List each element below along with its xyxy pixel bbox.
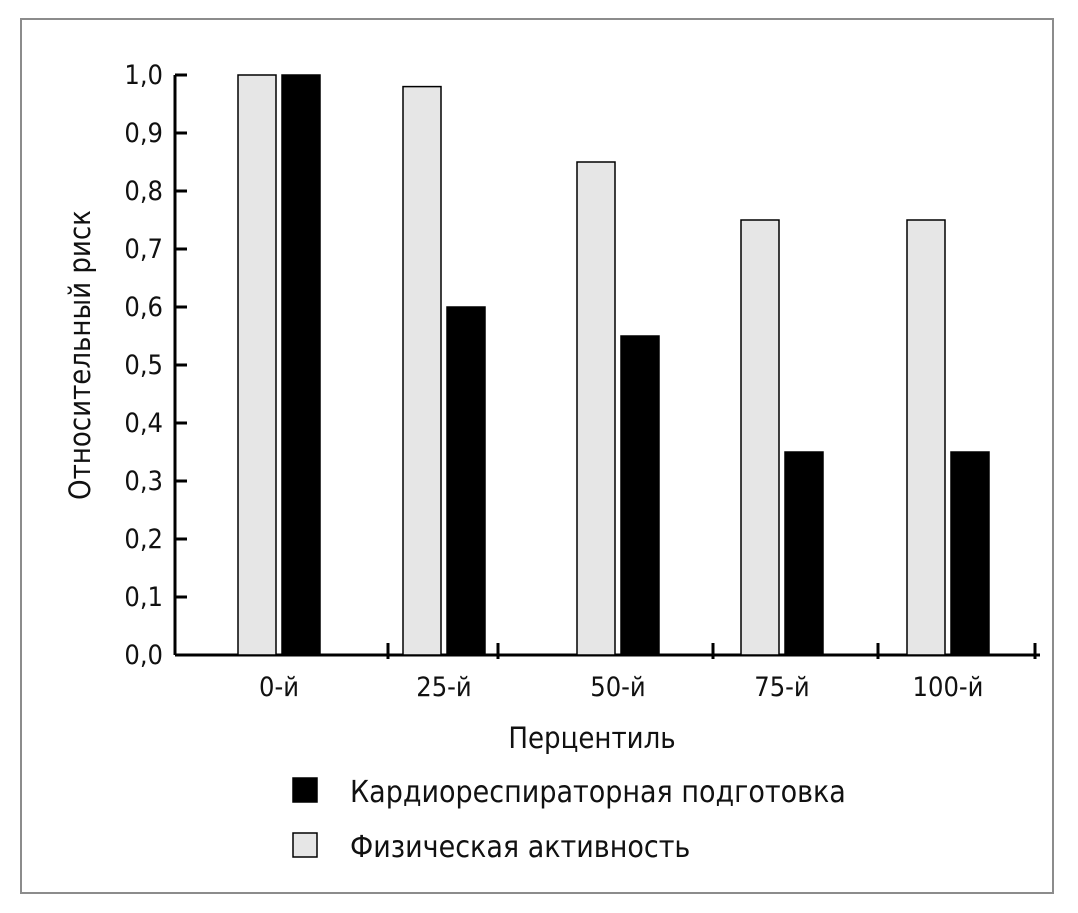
x-tick-label: 25-й xyxy=(416,672,471,703)
figure-frame xyxy=(20,18,1054,894)
y-tick-label: 0,6 xyxy=(124,292,163,323)
y-tick-label: 0,3 xyxy=(124,466,163,497)
x-tick-label: 0-й xyxy=(259,672,299,703)
legend-label: Физическая активность xyxy=(350,830,690,865)
axis-titles: Относительный риск Перцентиль xyxy=(63,210,676,755)
y-tick-label: 0,8 xyxy=(124,176,163,207)
bar-physical-activity xyxy=(576,161,616,656)
y-axis-title: Относительный риск xyxy=(63,210,97,500)
legend-swatch xyxy=(292,777,318,803)
x-axis-title: Перцентиль xyxy=(508,721,675,755)
y-axis: 0,0 0,1 0,2 0,3 0,4 0,5 0,6 0,7 0,8 0,9 1,0 xyxy=(124,60,187,671)
y-tick-label: 0,7 xyxy=(124,234,163,265)
bar-cardiorespiratory-fitness xyxy=(950,451,990,656)
bar-cardiorespiratory-fitness xyxy=(446,306,486,656)
bar-cardiorespiratory-fitness xyxy=(281,74,321,656)
legend: Кардиореспираторная подготовка Физическая… xyxy=(292,775,846,865)
bar-cardiorespiratory-fitness xyxy=(784,451,824,656)
bar-physical-activity xyxy=(402,85,442,656)
bars xyxy=(237,74,990,656)
bar-physical-activity xyxy=(740,219,780,656)
legend-swatch xyxy=(292,832,318,858)
x-tick-label: 75-й xyxy=(754,672,809,703)
bar-cardiorespiratory-fitness xyxy=(620,335,660,656)
y-tick-label: 0,1 xyxy=(124,582,163,613)
y-tick-label: 0,9 xyxy=(124,118,163,149)
y-tick-label: 0,4 xyxy=(124,408,163,439)
bar-physical-activity xyxy=(237,74,277,656)
y-tick-label: 0,0 xyxy=(124,640,163,671)
bar-physical-activity xyxy=(906,219,946,656)
legend-label: Кардиореспираторная подготовка xyxy=(350,775,846,810)
y-tick-label: 0,2 xyxy=(124,524,163,555)
y-tick-label: 1,0 xyxy=(124,60,163,91)
y-tick-label: 0,5 xyxy=(124,350,163,381)
x-tick-label: 100-й xyxy=(913,672,984,703)
x-tick-label: 50-й xyxy=(590,672,645,703)
